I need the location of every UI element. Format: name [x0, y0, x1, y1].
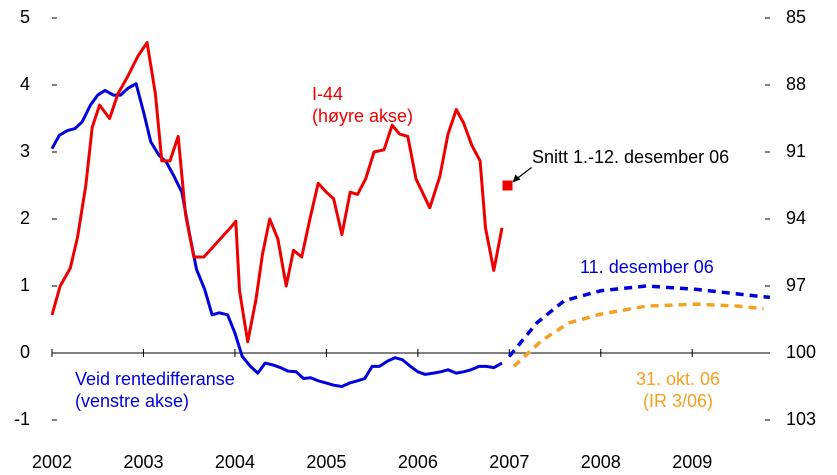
series-label: Snitt 1.-12. desember 06: [532, 147, 729, 167]
series-line: [512, 302, 764, 368]
y-tick-label: 4: [20, 74, 30, 94]
series-note: (venstre akse): [75, 391, 189, 411]
y2-tick-label: 88: [786, 74, 806, 94]
point: [502, 180, 513, 191]
series-line: [50, 41, 504, 344]
x-tick-label: 2008: [581, 452, 621, 472]
x-tick-label: 2006: [398, 452, 438, 472]
y-tick-label: 3: [20, 141, 30, 161]
x-tick-label: 2009: [672, 452, 712, 472]
series-label: Veid rentedifferanse: [75, 369, 235, 389]
y-tick-label: 0: [20, 342, 30, 362]
y-tick-label: -1: [14, 409, 30, 429]
series-line: [50, 82, 503, 388]
y2-tick-label: 94: [786, 208, 806, 228]
x-tick-label: 2007: [489, 452, 529, 472]
series-note: (IR 3/06): [643, 391, 713, 411]
y2-tick-label: 100: [786, 342, 816, 362]
series-line: [507, 284, 771, 358]
series-note: (høyre akse): [312, 106, 413, 126]
series-label: I-44: [312, 84, 343, 104]
y-tick-label: 5: [20, 7, 30, 27]
y2-tick-label: 97: [786, 275, 806, 295]
series-label: 11. desember 06: [580, 257, 714, 277]
y-tick-label: 2: [20, 208, 30, 228]
y2-tick-label: 103: [786, 409, 816, 429]
arrow-head: [512, 174, 521, 183]
y2-tick-label: 85: [786, 7, 806, 27]
x-tick-label: 2005: [306, 452, 346, 472]
x-tick-label: 2002: [32, 452, 72, 472]
y2-tick-label: 91: [786, 141, 806, 161]
y-tick-label: 1: [20, 275, 30, 295]
x-tick-label: 2003: [123, 452, 163, 472]
series-label: 31. okt. 06: [636, 369, 720, 389]
x-tick-label: 2004: [215, 452, 255, 472]
